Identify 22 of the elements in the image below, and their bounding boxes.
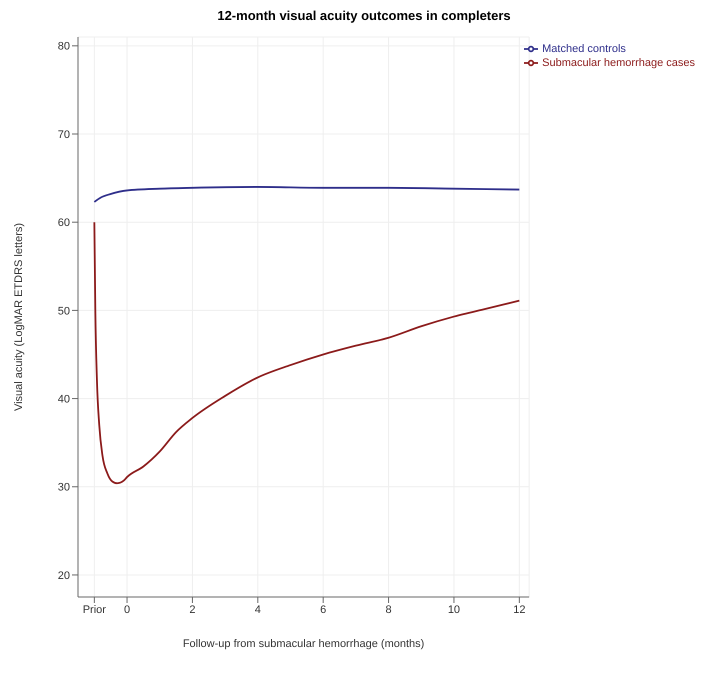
y-tick-label: 30 (58, 482, 70, 494)
x-axis-title: Follow-up from submacular hemorrhage (months) (182, 638, 424, 650)
y-tick-label: 60 (58, 217, 70, 230)
y-axis-title: Visual acuity (LogMAR ETDRS letters) (12, 222, 25, 412)
line-series (93, 186, 520, 203)
chart-title: 12-month visual acuity outcomes in completers (216, 8, 512, 23)
x-tick-label: 2 (189, 604, 196, 616)
y-tick-label: 40 (58, 393, 70, 406)
x-tick-label: 6 (320, 604, 326, 616)
y-tick-label: 20 (58, 570, 70, 582)
x-tick-label: 8 (386, 604, 392, 616)
legend-label: Matched controls (542, 42, 626, 55)
x-tick-label: Prior (82, 604, 106, 616)
x-tick-label: 12 (513, 604, 526, 616)
legend-label: Submacular hemorrhage cases (542, 56, 695, 69)
y-tick-label: 70 (58, 128, 70, 141)
line-series (93, 221, 520, 484)
y-tick-label: 50 (58, 305, 70, 318)
y-tick-label: 80 (58, 40, 70, 53)
x-tick-label: 4 (254, 604, 261, 616)
x-tick-label: 0 (124, 604, 130, 616)
x-tick-label: 10 (448, 604, 460, 616)
